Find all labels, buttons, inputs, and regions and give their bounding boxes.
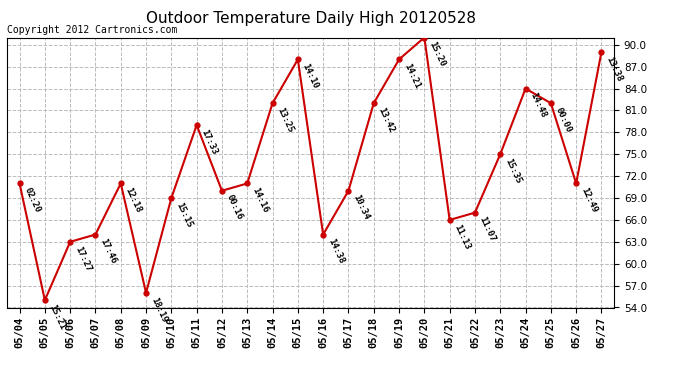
Text: 15:21: 15:21: [48, 303, 67, 331]
Text: 12:18: 12:18: [124, 186, 143, 214]
Text: 14:10: 14:10: [301, 62, 320, 90]
Text: 17:46: 17:46: [98, 237, 118, 266]
Text: 15:20: 15:20: [427, 40, 446, 69]
Text: 13:25: 13:25: [275, 106, 295, 134]
Text: 11:07: 11:07: [477, 215, 497, 244]
Text: 14:38: 14:38: [326, 237, 346, 266]
Text: Outdoor Temperature Daily High 20120528: Outdoor Temperature Daily High 20120528: [146, 11, 475, 26]
Text: 15:35: 15:35: [503, 157, 522, 185]
Text: 14:16: 14:16: [250, 186, 270, 214]
Text: 10:34: 10:34: [351, 194, 371, 222]
Text: 00:00: 00:00: [553, 106, 573, 134]
Text: 17:27: 17:27: [73, 244, 92, 273]
Text: 14:48: 14:48: [529, 92, 548, 120]
Text: 00:16: 00:16: [225, 194, 244, 222]
Text: 15:15: 15:15: [174, 201, 194, 229]
Text: 12:49: 12:49: [579, 186, 598, 214]
Text: Copyright 2012 Cartronics.com: Copyright 2012 Cartronics.com: [7, 25, 177, 35]
Text: 02:20: 02:20: [22, 186, 42, 214]
Text: 14:21: 14:21: [402, 62, 422, 90]
Text: 13:42: 13:42: [377, 106, 396, 134]
Text: 17:33: 17:33: [199, 128, 219, 156]
Text: 13:38: 13:38: [604, 55, 624, 83]
Text: 11:13: 11:13: [453, 223, 472, 251]
Text: 18:19: 18:19: [149, 296, 168, 324]
